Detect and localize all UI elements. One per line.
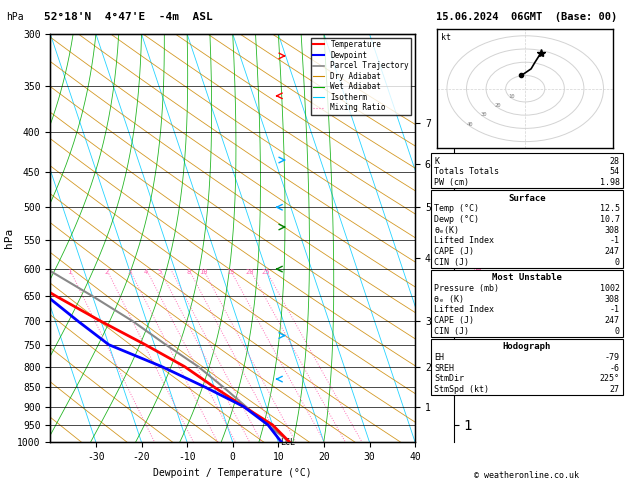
- Text: 10: 10: [508, 94, 515, 99]
- Text: 5: 5: [157, 269, 162, 275]
- Text: Lifted Index: Lifted Index: [434, 305, 494, 314]
- Text: 15.06.2024  06GMT  (Base: 00): 15.06.2024 06GMT (Base: 00): [436, 12, 618, 22]
- Text: 20: 20: [494, 103, 501, 108]
- Text: -6: -6: [610, 364, 620, 373]
- Text: hPa: hPa: [6, 12, 24, 22]
- Text: CIN (J): CIN (J): [434, 258, 469, 267]
- Text: CIN (J): CIN (J): [434, 327, 469, 336]
- Text: 40: 40: [467, 122, 474, 127]
- Text: -79: -79: [604, 353, 620, 362]
- Text: θₑ(K): θₑ(K): [434, 226, 459, 235]
- Text: 10.7: 10.7: [599, 215, 620, 224]
- Text: 4: 4: [144, 269, 148, 275]
- Text: Lifted Index: Lifted Index: [434, 236, 494, 245]
- Text: 12.5: 12.5: [599, 204, 620, 213]
- Text: LCL: LCL: [280, 438, 295, 447]
- Text: StmDir: StmDir: [434, 374, 464, 383]
- Text: 1.98: 1.98: [599, 178, 620, 187]
- Text: Surface: Surface: [508, 193, 545, 203]
- Text: StmSpd (kt): StmSpd (kt): [434, 385, 489, 394]
- Text: © weatheronline.co.uk: © weatheronline.co.uk: [474, 471, 579, 480]
- Text: 3: 3: [127, 269, 131, 275]
- Text: 308: 308: [604, 295, 620, 304]
- Y-axis label: km
ASL: km ASL: [437, 229, 458, 247]
- Text: 25: 25: [261, 269, 270, 275]
- Text: 247: 247: [604, 316, 620, 325]
- Text: Most Unstable: Most Unstable: [492, 273, 562, 282]
- Text: Temp (°C): Temp (°C): [434, 204, 479, 213]
- Text: CAPE (J): CAPE (J): [434, 247, 474, 256]
- Text: K: K: [434, 156, 439, 166]
- Y-axis label: Mixing Ratio (g/kg): Mixing Ratio (g/kg): [475, 191, 484, 286]
- Text: Totals Totals: Totals Totals: [434, 167, 499, 176]
- Text: 30: 30: [481, 112, 487, 118]
- Text: 54: 54: [610, 167, 620, 176]
- Text: Pressure (mb): Pressure (mb): [434, 284, 499, 293]
- Text: 1: 1: [67, 269, 72, 275]
- Text: Hodograph: Hodograph: [503, 342, 551, 351]
- Text: SREH: SREH: [434, 364, 454, 373]
- Text: 0: 0: [615, 258, 620, 267]
- Text: 28: 28: [610, 156, 620, 166]
- Text: 10: 10: [199, 269, 208, 275]
- Text: CAPE (J): CAPE (J): [434, 316, 474, 325]
- Text: 247: 247: [604, 247, 620, 256]
- Text: PW (cm): PW (cm): [434, 178, 469, 187]
- Text: 8: 8: [187, 269, 191, 275]
- Text: kt: kt: [441, 33, 450, 42]
- Text: EH: EH: [434, 353, 444, 362]
- Text: 27: 27: [610, 385, 620, 394]
- Text: 20: 20: [245, 269, 254, 275]
- Text: 225°: 225°: [599, 374, 620, 383]
- Legend: Temperature, Dewpoint, Parcel Trajectory, Dry Adiabat, Wet Adiabat, Isotherm, Mi: Temperature, Dewpoint, Parcel Trajectory…: [311, 38, 411, 115]
- Text: 0: 0: [615, 327, 620, 336]
- Text: -1: -1: [610, 236, 620, 245]
- X-axis label: Dewpoint / Temperature (°C): Dewpoint / Temperature (°C): [153, 468, 312, 478]
- Text: 52°18'N  4°47'E  -4m  ASL: 52°18'N 4°47'E -4m ASL: [44, 12, 213, 22]
- Text: 1002: 1002: [599, 284, 620, 293]
- Text: θₑ (K): θₑ (K): [434, 295, 464, 304]
- Text: 2: 2: [104, 269, 109, 275]
- Text: -1: -1: [610, 305, 620, 314]
- Text: 308: 308: [604, 226, 620, 235]
- Text: 15: 15: [226, 269, 234, 275]
- Y-axis label: hPa: hPa: [4, 228, 14, 248]
- Text: Dewp (°C): Dewp (°C): [434, 215, 479, 224]
